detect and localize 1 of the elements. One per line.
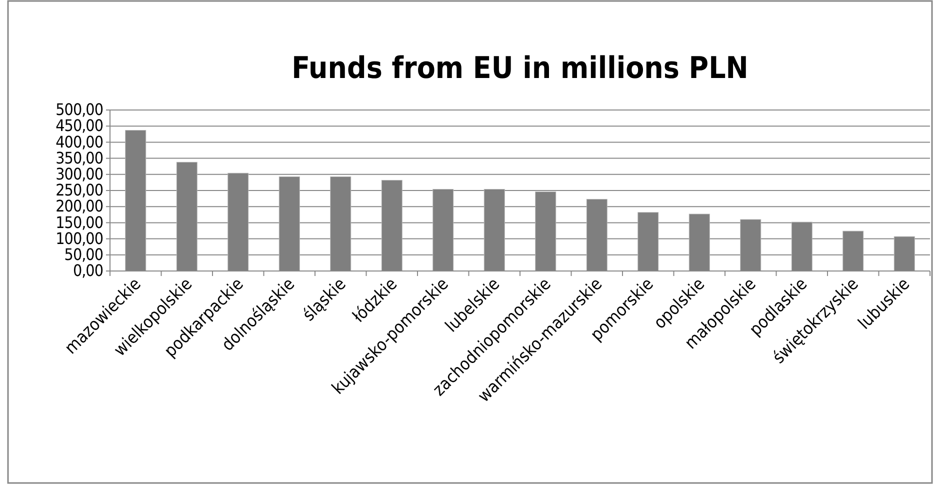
chart-title: Funds from EU in millions PLN xyxy=(292,51,748,86)
